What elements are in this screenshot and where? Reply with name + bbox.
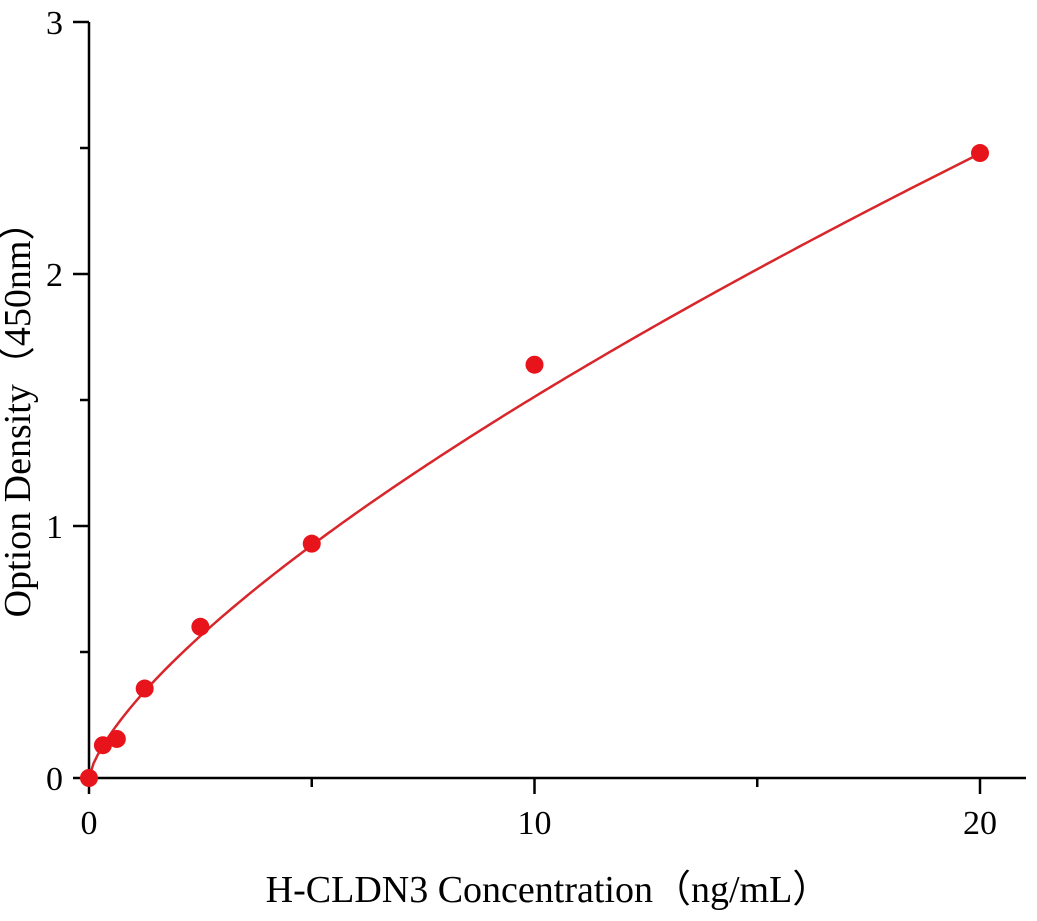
data-points bbox=[80, 144, 989, 787]
data-point bbox=[971, 144, 989, 163]
x-tick-label: 0 bbox=[81, 805, 98, 842]
fit-curve bbox=[87, 152, 981, 779]
y-tick-label: 1 bbox=[46, 509, 63, 546]
y-tick-label: 0 bbox=[46, 761, 63, 798]
x-tick-label: 10 bbox=[518, 805, 552, 842]
y-tick-label: 2 bbox=[46, 257, 63, 294]
axes bbox=[87, 22, 1026, 780]
y-tick-label: 3 bbox=[46, 5, 63, 42]
tick-labels: 0 10 20 0 1 2 3 bbox=[46, 5, 997, 842]
data-point bbox=[93, 736, 112, 755]
data-point bbox=[135, 679, 154, 698]
x-axis-title: H-CLDN3 Concentration（ng/mL） bbox=[266, 869, 831, 911]
y-axis-title: Option Density（450nm） bbox=[0, 203, 39, 618]
ticks bbox=[73, 20, 982, 794]
data-point bbox=[107, 729, 126, 748]
x-tick-label: 20 bbox=[963, 805, 997, 842]
data-point bbox=[80, 769, 98, 787]
data-point bbox=[191, 617, 210, 636]
data-point bbox=[525, 355, 544, 374]
data-point bbox=[302, 534, 321, 553]
